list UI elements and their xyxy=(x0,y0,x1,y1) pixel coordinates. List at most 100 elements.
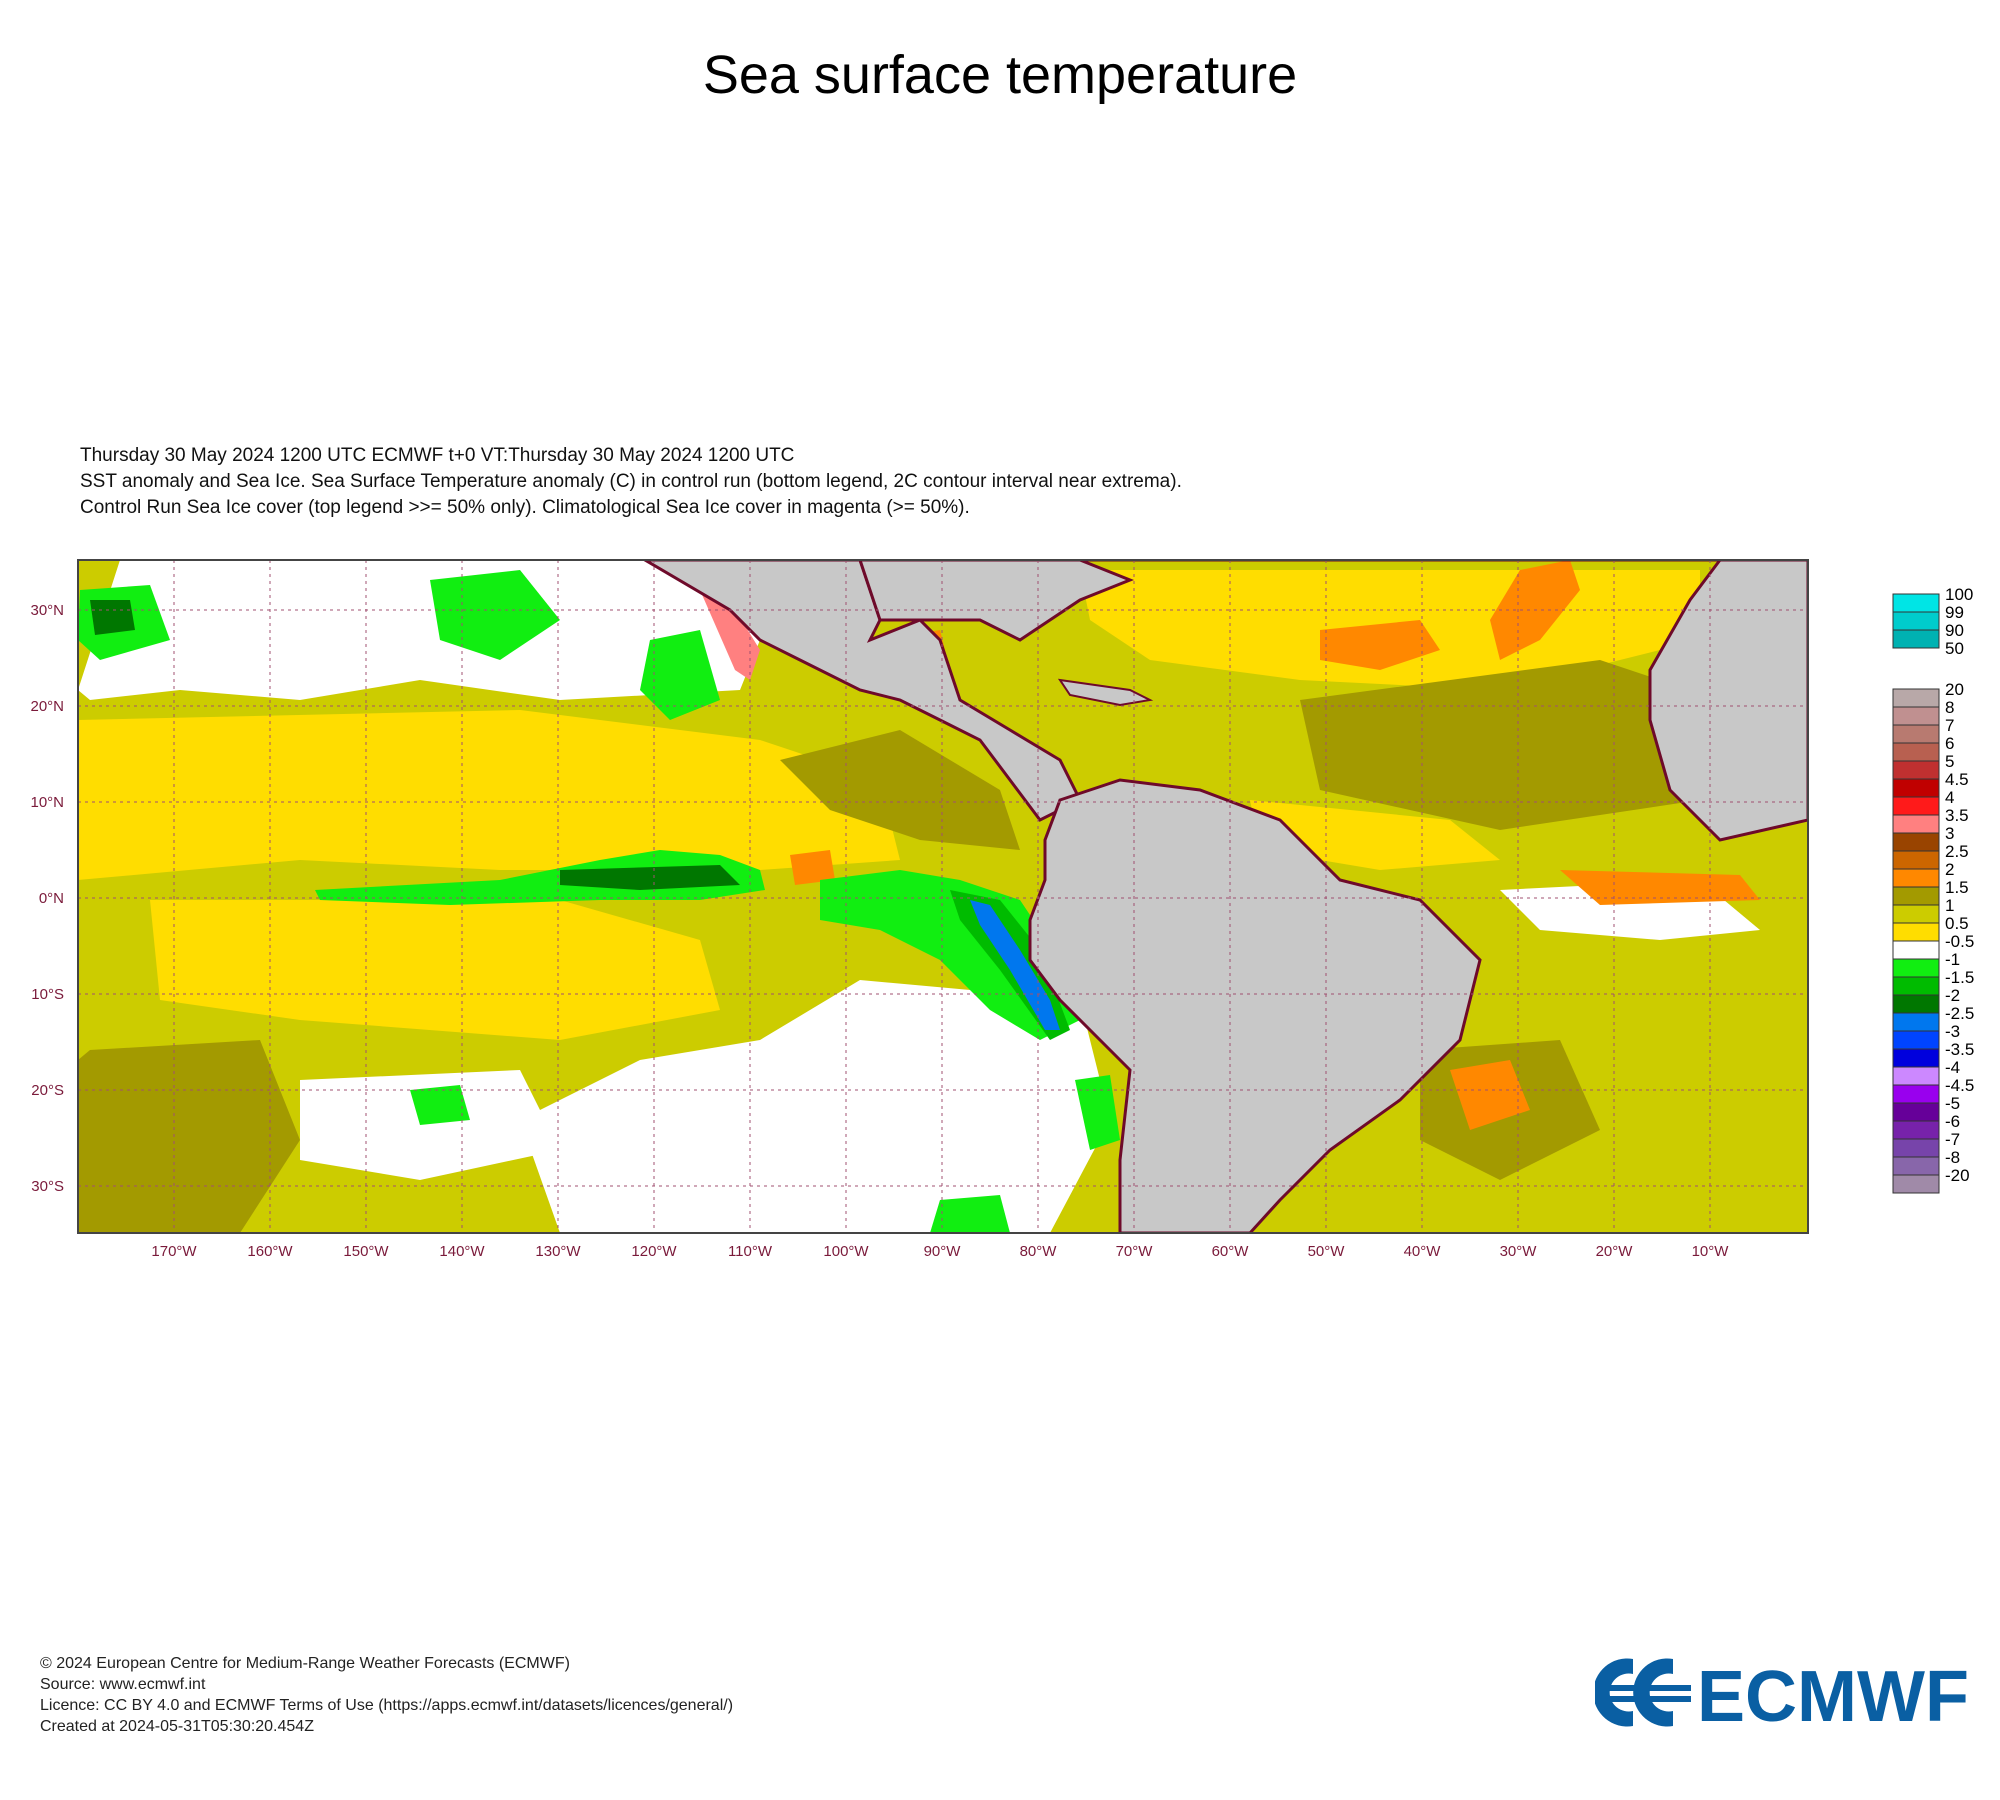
sst-legend-label: 1.5 xyxy=(1945,878,1969,897)
sst-legend-swatch xyxy=(1892,814,1940,834)
sst-legend-label: 3 xyxy=(1945,824,1954,843)
south-america-land xyxy=(1028,778,1482,1233)
sst-legend-label: 7 xyxy=(1945,716,1954,735)
sst-legend-label: 6 xyxy=(1945,734,1954,753)
header-line-2: SST anomaly and Sea Ice. Sea Surface Tem… xyxy=(80,471,1182,492)
sst-anomaly-map: 30°N 20°N 10°N 0°N 10°S 20°S 30°S 170°W … xyxy=(30,559,1974,1260)
sst-legend-label: -3.5 xyxy=(1945,1040,1974,1059)
sst-legend-label: -20 xyxy=(1945,1166,1970,1185)
sst-legend-swatch xyxy=(1892,796,1940,816)
sst-legend-label: -4.5 xyxy=(1945,1076,1974,1095)
sst-legend-label: -0.5 xyxy=(1945,932,1974,951)
header-line-1: Thursday 30 May 2024 1200 UTC ECMWF t+0 … xyxy=(80,445,795,466)
sst-legend-swatch xyxy=(1892,1138,1940,1158)
sst-legend-label: 1 xyxy=(1945,896,1954,915)
lon-tick-label: 70°W xyxy=(1116,1243,1154,1260)
graticule xyxy=(78,560,1808,1233)
sst-legend-swatch xyxy=(1892,922,1940,942)
sst-legend-swatch xyxy=(1892,1066,1940,1086)
lon-tick-label: 120°W xyxy=(631,1243,677,1260)
sst-legend-label: 8 xyxy=(1945,698,1954,717)
lat-tick-label: 30°N xyxy=(30,602,64,619)
sst-legend-swatch xyxy=(1892,1120,1940,1140)
ecmwf-logo-text: ECMWF xyxy=(1697,1657,1969,1730)
sst-legend-label: -1.5 xyxy=(1945,968,1974,987)
sst-legend-swatch xyxy=(1892,760,1940,780)
sst-legend-swatch xyxy=(1892,850,1940,870)
sst-legend-swatch xyxy=(1892,688,1940,708)
sst-legend-label: 5 xyxy=(1945,752,1954,771)
sst-legend-swatch xyxy=(1892,868,1940,888)
sst-legend-swatch xyxy=(1892,742,1940,762)
sst-legend-swatch xyxy=(1892,1030,1940,1050)
lon-tick-label: 130°W xyxy=(535,1243,581,1260)
licence-line: Licence: CC BY 4.0 and ECMWF Terms of Us… xyxy=(40,1697,734,1714)
africa-land xyxy=(645,560,1808,842)
lon-tick-label: 110°W xyxy=(728,1243,773,1260)
lon-tick-label: 100°W xyxy=(823,1243,869,1260)
lon-tick-label: 170°W xyxy=(151,1243,197,1260)
sst-legend-swatch xyxy=(1892,886,1940,906)
lon-tick-label: 20°W xyxy=(1596,1243,1634,1260)
lon-tick-label: 40°W xyxy=(1404,1243,1442,1260)
ice-legend-swatch xyxy=(1892,593,1940,613)
ecmwf-logo: ECMWF xyxy=(1595,1657,1969,1730)
sst-legend-label: -2 xyxy=(1945,986,1960,1005)
sst-legend-swatch xyxy=(1892,1012,1940,1032)
lat-tick-label: 30°S xyxy=(31,1178,64,1195)
copyright-line: © 2024 European Centre for Medium-Range … xyxy=(40,1655,570,1672)
sst-legend-label: 4 xyxy=(1945,788,1954,807)
ecmwf-logo-icon xyxy=(1595,1658,1691,1727)
sst-legend-label: -5 xyxy=(1945,1094,1960,1113)
sst-legend-label: -1 xyxy=(1945,950,1960,969)
sst-legend-label: -4 xyxy=(1945,1058,1960,1077)
sst-legend-label: -8 xyxy=(1945,1148,1960,1167)
sst-legend-label: -7 xyxy=(1945,1130,1960,1149)
sst-legend-label: 4.5 xyxy=(1945,770,1969,789)
ice-legend-label: 99 xyxy=(1945,603,1964,622)
created-line: Created at 2024-05-31T05:30:20.454Z xyxy=(40,1718,314,1735)
source-line: Source: www.ecmwf.int xyxy=(40,1676,206,1693)
lon-axis: 170°W 160°W 150°W 140°W 130°W 120°W 110°… xyxy=(151,1243,1729,1260)
lat-tick-label: 10°S xyxy=(31,986,64,1003)
ice-legend-swatch xyxy=(1892,629,1940,649)
lat-tick-label: 20°S xyxy=(31,1082,64,1099)
north-america-land xyxy=(858,560,1135,642)
ice-legend-label: 100 xyxy=(1945,585,1973,604)
sst-legend-label: -6 xyxy=(1945,1112,1960,1131)
lon-tick-label: 160°W xyxy=(247,1243,293,1260)
lon-tick-label: 80°W xyxy=(1020,1243,1058,1260)
lat-tick-label: 20°N xyxy=(30,698,64,715)
sst-legend-label: -3 xyxy=(1945,1022,1960,1041)
sst-legend-label: 2.5 xyxy=(1945,842,1969,861)
sst-anomaly-legend: 2087654.543.532.521.510.5-0.5-1-1.5-2-2.… xyxy=(1892,680,1974,1194)
sst-legend-swatch xyxy=(1892,904,1940,924)
lon-tick-label: 60°W xyxy=(1212,1243,1250,1260)
sst-legend-label: -2.5 xyxy=(1945,1004,1974,1023)
sst-legend-swatch xyxy=(1892,706,1940,726)
lat-tick-label: 10°N xyxy=(30,794,64,811)
header-line-3: Control Run Sea Ice cover (top legend >>… xyxy=(80,497,970,518)
sst-legend-swatch xyxy=(1892,1084,1940,1104)
lon-tick-label: 140°W xyxy=(439,1243,485,1260)
lat-axis: 30°N 20°N 10°N 0°N 10°S 20°S 30°S xyxy=(30,602,64,1195)
sst-legend-label: 20 xyxy=(1945,680,1964,699)
sst-legend-swatch xyxy=(1892,958,1940,978)
map-field xyxy=(78,560,1808,1233)
sst-legend-label: 2 xyxy=(1945,860,1954,879)
sst-legend-swatch xyxy=(1892,1048,1940,1068)
ice-legend-label: 90 xyxy=(1945,621,1964,640)
sst-legend-swatch xyxy=(1892,778,1940,798)
map-frame xyxy=(77,559,1809,1234)
sst-legend-swatch xyxy=(1892,1174,1940,1194)
lon-tick-label: 50°W xyxy=(1308,1243,1346,1260)
sst-legend-label: 0.5 xyxy=(1945,914,1969,933)
ice-legend-swatch xyxy=(1892,611,1940,631)
sst-legend-swatch xyxy=(1892,940,1940,960)
ice-legend-label: 50 xyxy=(1945,639,1964,658)
sst-legend-label: 3.5 xyxy=(1945,806,1969,825)
sst-legend-swatch xyxy=(1892,832,1940,852)
cuba-land xyxy=(1057,678,1154,707)
sst-legend-swatch xyxy=(1892,994,1940,1014)
